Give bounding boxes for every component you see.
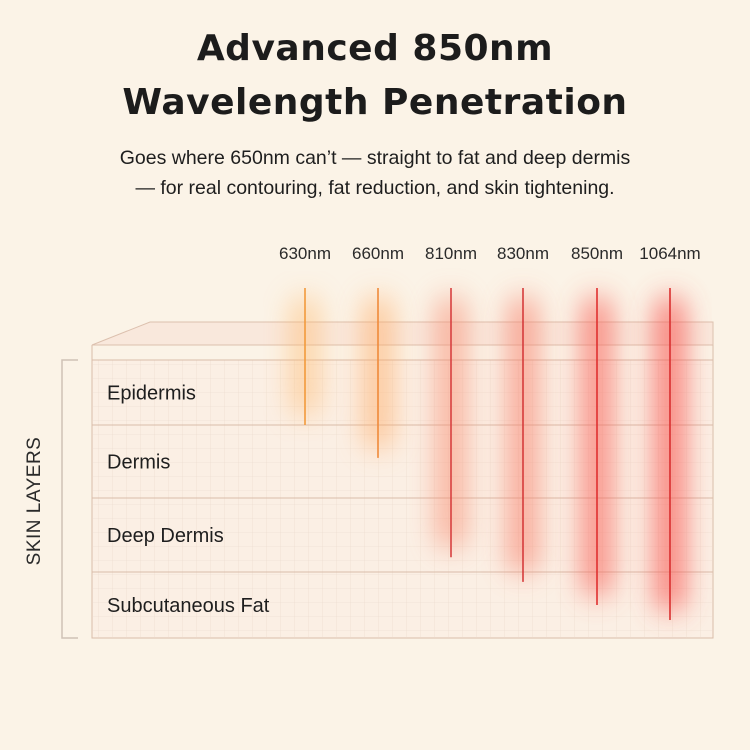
title-line-1: Advanced 850nm bbox=[196, 28, 554, 69]
wavelength-beams bbox=[304, 288, 671, 620]
skin-layers-bracket bbox=[61, 359, 78, 639]
wavelength-label-660nm: 660nm bbox=[352, 244, 404, 263]
wavelength-label-850nm: 850nm bbox=[571, 244, 623, 263]
skin-layers-axis-label: SKIN LAYERS bbox=[24, 437, 45, 566]
wavelength-label-1064nm: 1064nm bbox=[639, 244, 700, 263]
wavelength-labels: 630nm 660nm 810nm 830nm 850nm 1064nm bbox=[279, 244, 701, 263]
layer-label-epidermis: Epidermis bbox=[107, 383, 196, 405]
layer-label-subcutaneous-fat: Subcutaneous Fat bbox=[107, 595, 270, 617]
subtitle-line-1: Goes where 650nm can’t — straight to fat… bbox=[119, 147, 631, 169]
layer-label-deep-dermis: Deep Dermis bbox=[107, 525, 224, 547]
layer-labels: Epidermis Dermis Deep Dermis Subcutaneous F… bbox=[107, 383, 270, 618]
wavelength-label-830nm: 830nm bbox=[497, 244, 549, 263]
skin-top-face bbox=[91, 321, 714, 346]
wavelength-label-630nm: 630nm bbox=[279, 244, 331, 263]
subtitle: Goes where 650nm can’t — straight to fat… bbox=[0, 143, 750, 203]
wavelength-label-810nm: 810nm bbox=[425, 244, 477, 263]
subtitle-line-2: — for real contouring, fat reduction, an… bbox=[135, 177, 615, 199]
title-line-2: Wavelength Penetration bbox=[122, 82, 628, 123]
page-title: Advanced 850nm Wavelength Penetration bbox=[0, 22, 750, 130]
layer-label-dermis: Dermis bbox=[107, 452, 170, 474]
